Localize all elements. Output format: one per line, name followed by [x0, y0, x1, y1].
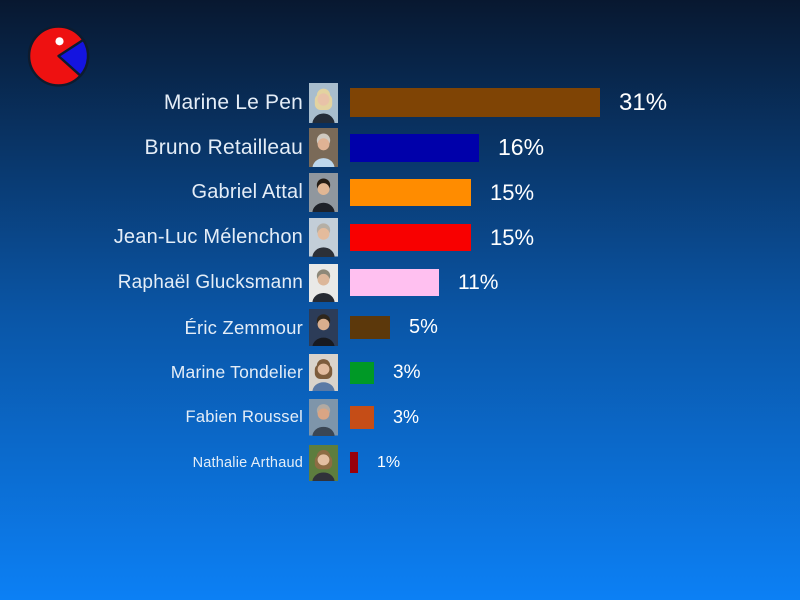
candidate-name: Gabriel Attal	[191, 181, 303, 203]
candidate-row: Bruno Retailleau 16%	[0, 125, 800, 170]
candidate-portrait-photo	[309, 308, 338, 347]
candidate-name: Jean-Luc Mélenchon	[113, 226, 303, 248]
logo-eye	[55, 37, 64, 46]
result-value: 15%	[490, 224, 535, 250]
result-value: 31%	[619, 88, 668, 116]
result-bar	[350, 316, 390, 339]
candidate-name: Bruno Retailleau	[144, 135, 303, 159]
candidate-row: Fabien Roussel 3%	[0, 395, 800, 440]
candidate-row: Éric Zemmour 5%	[0, 305, 800, 350]
candidate-name: Marine Le Pen	[163, 90, 303, 114]
candidate-name: Nathalie Arthaud	[192, 454, 303, 471]
candidate-name: Marine Tondelier	[170, 362, 303, 382]
candidate-row: Gabriel Attal 15%	[0, 170, 800, 215]
candidate-portrait-photo	[309, 263, 338, 302]
candidate-row: Jean-Luc Mélenchon 15%	[0, 215, 800, 260]
result-value: 15%	[490, 179, 535, 205]
candidate-row: Marine Le Pen 31%	[0, 80, 800, 125]
candidate-portrait-photo	[309, 127, 338, 168]
result-bar	[350, 406, 374, 429]
result-value: 16%	[498, 134, 545, 160]
result-value: 11%	[458, 270, 499, 294]
result-value: 1%	[377, 453, 401, 471]
pie-pacman-logo-icon	[27, 25, 90, 87]
result-bar	[350, 361, 374, 384]
result-bar	[350, 224, 471, 251]
candidate-portrait-photo	[309, 218, 338, 257]
candidate-row: Nathalie Arthaud 1%	[0, 440, 800, 485]
poll-bar-chart: Marine Le Pen 31% Bruno Retailleau 16% G…	[0, 80, 800, 485]
candidate-portrait-photo	[309, 444, 338, 481]
result-value: 3%	[393, 361, 421, 383]
result-bar	[350, 452, 358, 473]
result-bar	[350, 179, 471, 206]
logo-wedge	[57, 38, 90, 77]
candidate-portrait-photo	[309, 354, 338, 391]
candidate-name: Éric Zemmour	[184, 316, 303, 338]
candidate-portrait-photo	[309, 82, 338, 123]
candidate-portrait-photo	[309, 173, 338, 212]
candidate-name: Raphaël Glucksmann	[117, 271, 303, 293]
candidate-row: Marine Tondelier 3%	[0, 350, 800, 395]
candidate-name: Fabien Roussel	[185, 408, 303, 426]
result-value: 3%	[393, 407, 420, 427]
candidate-row: Raphaël Glucksmann 11%	[0, 260, 800, 305]
result-bar	[350, 269, 439, 296]
candidate-portrait-photo	[309, 399, 338, 436]
result-bar	[350, 88, 600, 117]
result-bar	[350, 133, 479, 162]
result-value: 5%	[409, 316, 438, 338]
